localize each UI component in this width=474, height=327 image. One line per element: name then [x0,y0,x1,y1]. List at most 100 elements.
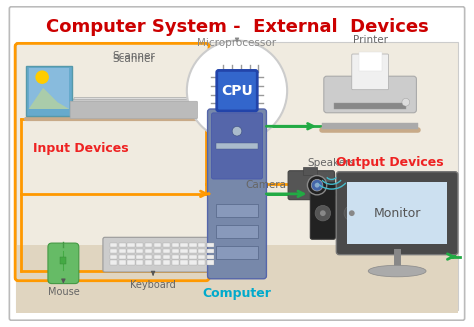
Circle shape [311,180,323,191]
FancyBboxPatch shape [9,7,465,320]
Bar [109,243,117,248]
Bar [128,260,135,265]
Bar [198,260,205,265]
Bar [154,260,161,265]
Bar [207,260,214,265]
FancyBboxPatch shape [103,237,222,272]
Bar [335,103,406,109]
Bar [207,255,214,259]
Bar [189,249,197,253]
FancyBboxPatch shape [211,113,263,179]
Text: Scanner: Scanner [112,51,155,61]
FancyBboxPatch shape [217,70,257,111]
Circle shape [320,210,326,216]
Bar [154,243,161,248]
Bar [302,167,317,175]
Bar [163,249,170,253]
Text: Input Devices: Input Devices [33,142,128,155]
Bar [347,182,447,244]
Bar [207,243,214,248]
FancyBboxPatch shape [339,182,365,239]
Bar [136,249,144,253]
Bar [172,249,179,253]
Text: CPU: CPU [221,84,253,98]
Bar [216,225,258,238]
Ellipse shape [368,265,426,277]
Circle shape [402,98,410,106]
Bar [216,143,258,148]
FancyBboxPatch shape [288,171,335,200]
Bar [198,249,205,253]
Bar [358,52,382,71]
Text: Output Devices: Output Devices [336,156,443,168]
Text: Mouse: Mouse [47,287,79,298]
FancyBboxPatch shape [208,109,266,279]
Bar [136,260,144,265]
Text: Keyboard: Keyboard [130,280,176,290]
Bar [136,255,144,259]
Bar [189,255,197,259]
Polygon shape [28,88,69,109]
Bar [322,123,419,129]
Bar [172,260,179,265]
Bar [109,260,117,265]
Bar [128,255,135,259]
FancyBboxPatch shape [324,76,417,113]
Bar [207,249,214,253]
Text: Printer: Printer [353,35,388,45]
Text: Microprocessor: Microprocessor [198,38,276,48]
Circle shape [308,176,327,195]
Bar [198,255,205,259]
Text: Scanner: Scanner [112,54,155,64]
Text: Computer: Computer [202,287,272,301]
Bar [216,246,258,260]
Bar [189,243,197,248]
Bar [163,260,170,265]
Bar [109,249,117,253]
Bar [109,255,117,259]
Bar [145,243,152,248]
Text: Speakers: Speakers [308,158,356,168]
FancyBboxPatch shape [352,54,388,90]
FancyBboxPatch shape [70,101,198,119]
FancyBboxPatch shape [48,243,79,284]
FancyBboxPatch shape [72,99,200,117]
Circle shape [344,205,359,221]
Bar [154,249,161,253]
FancyBboxPatch shape [74,97,201,115]
Text: Computer System -  External  Devices: Computer System - External Devices [46,18,428,36]
Bar [118,260,126,265]
Bar [189,260,197,265]
Bar [128,249,135,253]
Bar [181,243,188,248]
Bar [28,68,69,109]
FancyBboxPatch shape [310,182,336,239]
Circle shape [315,205,330,221]
Bar [145,260,152,265]
Bar [181,249,188,253]
Circle shape [187,41,287,141]
Bar [154,255,161,259]
Bar [163,255,170,259]
Bar [16,245,458,314]
Bar [145,255,152,259]
FancyBboxPatch shape [337,172,458,255]
Bar [181,260,188,265]
Bar [118,243,126,248]
Bar [145,249,152,253]
Circle shape [36,70,49,84]
Bar [136,243,144,248]
Text: Monitor: Monitor [374,207,421,220]
Bar [26,66,72,116]
Bar [216,203,258,217]
Bar [172,255,179,259]
Bar [181,255,188,259]
Circle shape [315,183,319,188]
Circle shape [232,126,242,136]
Text: Camera: Camera [245,180,286,190]
Circle shape [349,210,355,216]
Bar [163,243,170,248]
Bar [118,255,126,259]
Bar [118,249,126,253]
Bar [61,257,66,264]
